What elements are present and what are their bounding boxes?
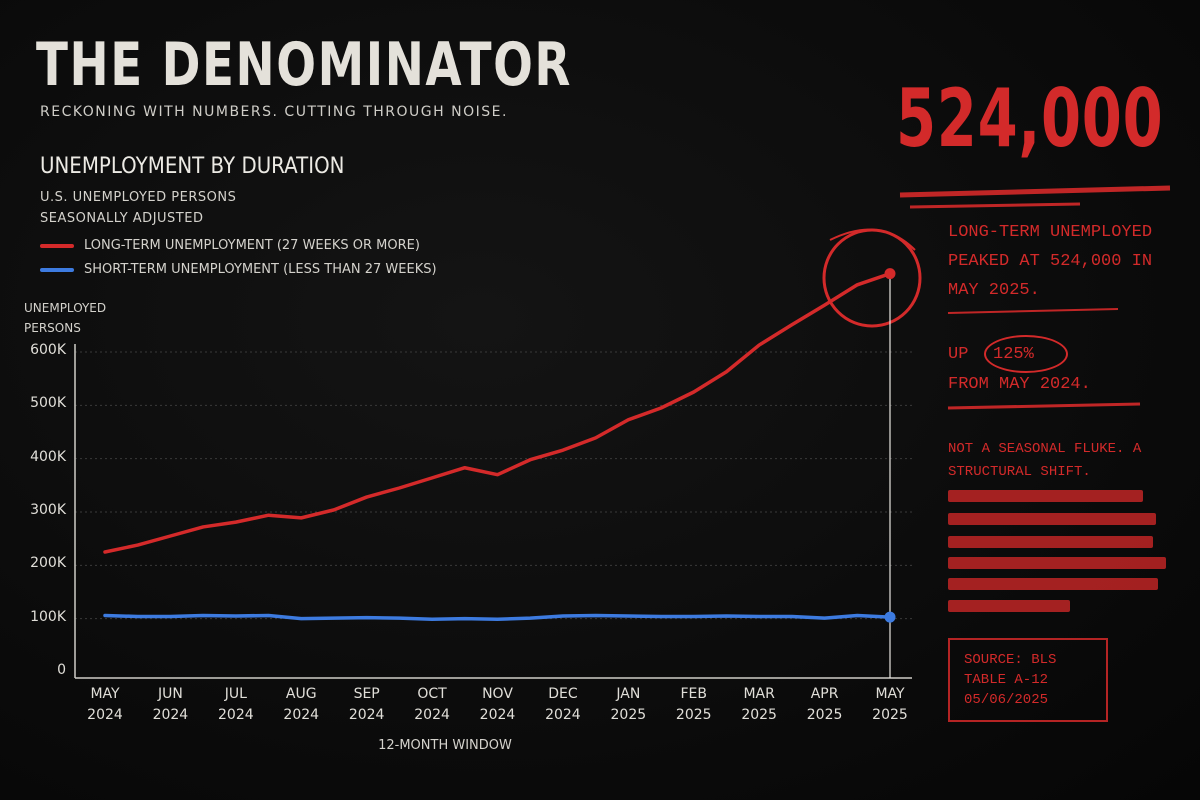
underline <box>909 202 1081 209</box>
legend-swatch <box>40 243 74 248</box>
line-series <box>103 613 892 621</box>
chart-title: UNEMPLOYMENT BY DURATION <box>40 154 345 179</box>
y-tick-label: 300K <box>30 502 66 518</box>
redaction <box>948 490 1143 502</box>
legend-swatch <box>40 267 74 272</box>
annotation: 125% <box>993 345 1034 364</box>
annotation: UP <box>948 345 969 364</box>
x-tick-label: JAN 2025 <box>610 686 647 723</box>
end-point <box>884 611 896 623</box>
x-tick-label: NOV 2024 <box>479 686 516 723</box>
source-line: TABLE A-12 <box>964 672 1049 688</box>
subtitle: U.S. UNEMPLOYED PERSONS <box>40 190 237 205</box>
x-axis-label: 12-MONTH WINDOW <box>378 738 512 753</box>
y-tick-label: 0 <box>57 662 66 678</box>
x-tick-label: FEB 2025 <box>675 686 712 723</box>
x-tick-label: AUG 2024 <box>283 686 320 723</box>
underline <box>947 402 1141 410</box>
x-tick-label: SEP 2024 <box>348 686 385 723</box>
y-tick-label: 600K <box>30 342 66 358</box>
x-tick-label: APR 2025 <box>806 686 843 723</box>
annotation: LONG-TERM UNEMPLOYED PEAKED AT 524,000 I… <box>948 223 1153 300</box>
legend-label: LONG-TERM UNEMPLOYMENT (27 WEEKS OR MORE… <box>84 238 420 253</box>
end-point <box>884 268 896 280</box>
highlight-stroke <box>829 228 916 251</box>
source-line: 05/06/2025 <box>964 692 1049 708</box>
legend-entry: LONG-TERM UNEMPLOYMENT (27 WEEKS OR MORE… <box>40 238 420 253</box>
redaction <box>948 557 1166 569</box>
brand-title: THE DENOMINATOR <box>36 30 573 100</box>
tagline: RECKONING WITH NUMBERS. CUTTING THROUGH … <box>40 104 508 120</box>
redaction <box>948 578 1158 590</box>
x-tick-label: JUN 2024 <box>152 686 189 723</box>
headline-number: 524,000 <box>896 72 1164 165</box>
y-axis-label: UNEMPLOYED PERSONS <box>24 301 107 335</box>
source-box: SOURCE: BLS TABLE A-12 05/06/2025 <box>948 638 1108 722</box>
annotation: NOT A SEASONAL FLUKE. A STRUCTURAL SHIFT… <box>948 441 1142 480</box>
x-tick-label: MAY 2024 <box>87 686 123 723</box>
redaction <box>948 513 1156 525</box>
y-tick-label: 200K <box>30 555 66 572</box>
x-tick-label: JUL 2024 <box>218 686 254 723</box>
redaction <box>948 536 1153 548</box>
legend-label: SHORT-TERM UNEMPLOYMENT (LESS THAN 27 WE… <box>84 262 437 277</box>
x-tick-label: MAR 2025 <box>741 686 777 723</box>
y-tick-label: 400K <box>30 448 66 465</box>
source-line: SOURCE: BLS <box>964 652 1057 668</box>
underline <box>947 308 1119 314</box>
subtitle: SEASONALLY ADJUSTED <box>40 211 204 226</box>
highlight-circle <box>984 335 1068 373</box>
underline <box>899 185 1171 198</box>
y-tick-label: 500K <box>30 395 66 412</box>
x-tick-label: OCT 2024 <box>414 686 450 723</box>
x-tick-label: DEC 2024 <box>545 686 581 723</box>
line-series <box>103 271 892 554</box>
redaction <box>948 600 1070 612</box>
y-tick-label: 100K <box>30 608 66 625</box>
x-tick-label: MAY 2025 <box>872 686 908 723</box>
annotation: FROM MAY 2024. <box>948 375 1091 394</box>
legend-entry: SHORT-TERM UNEMPLOYMENT (LESS THAN 27 WE… <box>40 262 437 277</box>
